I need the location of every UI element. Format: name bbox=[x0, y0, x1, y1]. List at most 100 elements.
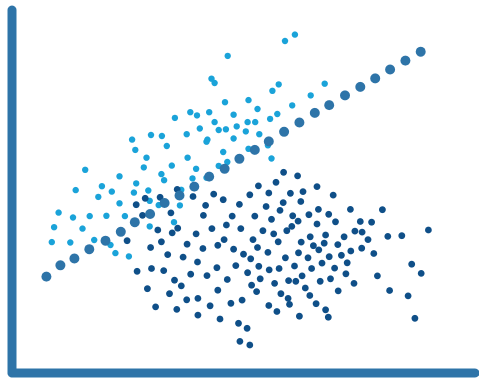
data-point-s2-7 bbox=[145, 209, 156, 219]
data-point-s0-26 bbox=[244, 118, 251, 126]
data-point-s1-11 bbox=[408, 260, 416, 268]
data-point-s2-12 bbox=[219, 163, 230, 174]
data-point-s0-5 bbox=[269, 87, 276, 95]
data-point-s0-56 bbox=[98, 183, 106, 190]
data-point-s1-63 bbox=[265, 189, 273, 197]
data-point-s1-3 bbox=[329, 191, 337, 199]
data-point-s2-5 bbox=[115, 226, 126, 237]
data-point-s0-17 bbox=[187, 109, 194, 116]
data-point-s1-0 bbox=[280, 168, 287, 176]
data-point-s2-18 bbox=[309, 107, 320, 118]
data-point-s1-27 bbox=[292, 277, 300, 285]
data-point-s0-53 bbox=[189, 175, 196, 182]
data-point-s1-144 bbox=[200, 212, 207, 219]
data-point-s1-14 bbox=[404, 292, 412, 300]
data-point-s1-61 bbox=[246, 191, 254, 199]
data-point-s0-33 bbox=[128, 136, 136, 143]
data-point-s1-13 bbox=[425, 226, 432, 234]
data-point-s1-109 bbox=[223, 221, 230, 229]
data-point-s1-60 bbox=[236, 201, 243, 208]
data-point-s2-6 bbox=[129, 217, 140, 228]
data-point-s0-46 bbox=[158, 170, 165, 178]
data-point-s0-72 bbox=[50, 224, 58, 231]
data-point-s0-13 bbox=[274, 110, 281, 118]
data-point-s1-133 bbox=[216, 315, 224, 323]
data-point-s0-35 bbox=[163, 142, 170, 150]
data-point-s0-40 bbox=[268, 155, 275, 162]
data-point-s1-103 bbox=[350, 280, 358, 287]
data-point-s1-62 bbox=[255, 182, 262, 190]
data-point-s0-49 bbox=[224, 158, 231, 166]
data-point-s0-77 bbox=[67, 239, 74, 246]
data-point-s1-93 bbox=[264, 249, 272, 256]
data-point-s1-75 bbox=[315, 246, 323, 254]
data-point-s1-83 bbox=[240, 250, 247, 258]
data-point-s0-74 bbox=[146, 223, 153, 230]
data-point-s0-55 bbox=[160, 177, 168, 184]
data-point-s1-124 bbox=[334, 241, 342, 249]
data-point-s0-68 bbox=[69, 214, 77, 221]
data-point-s1-135 bbox=[166, 290, 173, 298]
data-point-s2-19 bbox=[324, 100, 335, 111]
data-point-s2-24 bbox=[400, 55, 411, 66]
data-point-s1-25 bbox=[312, 300, 320, 308]
data-point-s0-23 bbox=[183, 131, 190, 138]
data-point-s0-58 bbox=[130, 189, 138, 196]
data-point-s0-61 bbox=[72, 186, 79, 194]
data-point-s1-143 bbox=[364, 236, 372, 244]
data-point-s1-123 bbox=[320, 239, 328, 247]
data-point-s2-16 bbox=[279, 126, 290, 137]
data-point-s1-116 bbox=[270, 230, 278, 238]
data-point-s0-28 bbox=[266, 115, 274, 123]
data-point-s1-30 bbox=[271, 280, 278, 287]
data-point-s1-105 bbox=[289, 212, 297, 220]
data-point-s1-43 bbox=[183, 296, 191, 304]
data-point-s1-2 bbox=[313, 183, 321, 191]
data-point-s0-2 bbox=[224, 52, 231, 60]
data-point-s1-138 bbox=[133, 267, 141, 275]
data-point-s0-0 bbox=[281, 37, 289, 45]
data-point-s1-79 bbox=[276, 207, 284, 214]
data-point-s1-122 bbox=[310, 242, 317, 250]
data-point-s2-11 bbox=[204, 171, 215, 182]
data-point-s1-117 bbox=[254, 244, 261, 251]
data-point-s1-51 bbox=[132, 201, 140, 209]
data-point-s1-91 bbox=[244, 269, 252, 277]
data-point-s1-42 bbox=[177, 282, 185, 290]
data-point-s1-118 bbox=[247, 255, 255, 263]
data-point-s1-139 bbox=[236, 338, 244, 345]
data-point-s1-4 bbox=[347, 206, 354, 213]
data-point-s0-31 bbox=[242, 128, 249, 135]
data-point-s0-15 bbox=[193, 112, 201, 119]
data-point-s1-110 bbox=[279, 199, 287, 207]
data-point-s1-76 bbox=[304, 254, 312, 262]
data-point-s2-23 bbox=[385, 64, 396, 75]
data-point-s2-3 bbox=[84, 244, 95, 255]
data-point-s1-146 bbox=[183, 240, 191, 248]
data-point-s1-102 bbox=[342, 270, 350, 278]
data-point-s1-56 bbox=[202, 202, 210, 209]
data-point-s1-132 bbox=[194, 311, 202, 319]
data-point-s1-32 bbox=[255, 262, 263, 270]
data-point-s1-41 bbox=[187, 270, 195, 278]
data-point-s1-15 bbox=[411, 314, 419, 322]
data-point-s1-89 bbox=[223, 276, 231, 283]
data-point-s0-1 bbox=[291, 31, 299, 38]
data-point-s1-119 bbox=[275, 265, 283, 272]
data-point-s1-47 bbox=[158, 238, 165, 246]
data-point-s1-107 bbox=[251, 212, 259, 220]
data-point-s1-100 bbox=[327, 275, 334, 283]
data-point-s1-129 bbox=[296, 312, 303, 320]
data-point-s1-58 bbox=[219, 196, 227, 204]
data-point-s1-82 bbox=[249, 236, 257, 244]
data-point-s1-68 bbox=[313, 220, 321, 228]
data-point-s1-9 bbox=[384, 233, 392, 240]
data-point-s0-14 bbox=[289, 102, 296, 109]
data-point-s1-35 bbox=[227, 299, 235, 307]
data-point-s1-78 bbox=[288, 223, 296, 230]
data-point-s1-64 bbox=[272, 178, 280, 186]
data-point-s2-15 bbox=[263, 136, 274, 147]
data-point-s1-88 bbox=[213, 264, 221, 272]
data-point-s1-126 bbox=[265, 302, 273, 309]
data-point-s0-75 bbox=[170, 219, 178, 226]
